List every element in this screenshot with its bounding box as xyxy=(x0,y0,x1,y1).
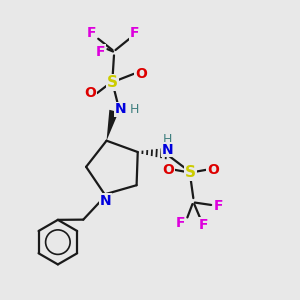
Text: F: F xyxy=(214,200,223,213)
Text: O: O xyxy=(207,163,219,177)
Text: F: F xyxy=(96,44,105,58)
Text: O: O xyxy=(162,163,174,177)
Text: S: S xyxy=(107,75,118,90)
Text: F: F xyxy=(130,26,140,40)
Text: H: H xyxy=(163,133,172,146)
Polygon shape xyxy=(106,110,119,141)
Text: F: F xyxy=(176,216,186,230)
Text: S: S xyxy=(185,165,196,180)
Text: N: N xyxy=(162,143,173,157)
Text: O: O xyxy=(135,67,147,81)
Text: F: F xyxy=(87,26,96,40)
Text: N: N xyxy=(115,103,126,116)
Text: O: O xyxy=(84,86,96,100)
Text: H: H xyxy=(130,103,139,116)
Text: N: N xyxy=(100,194,111,208)
Text: F: F xyxy=(199,218,208,232)
